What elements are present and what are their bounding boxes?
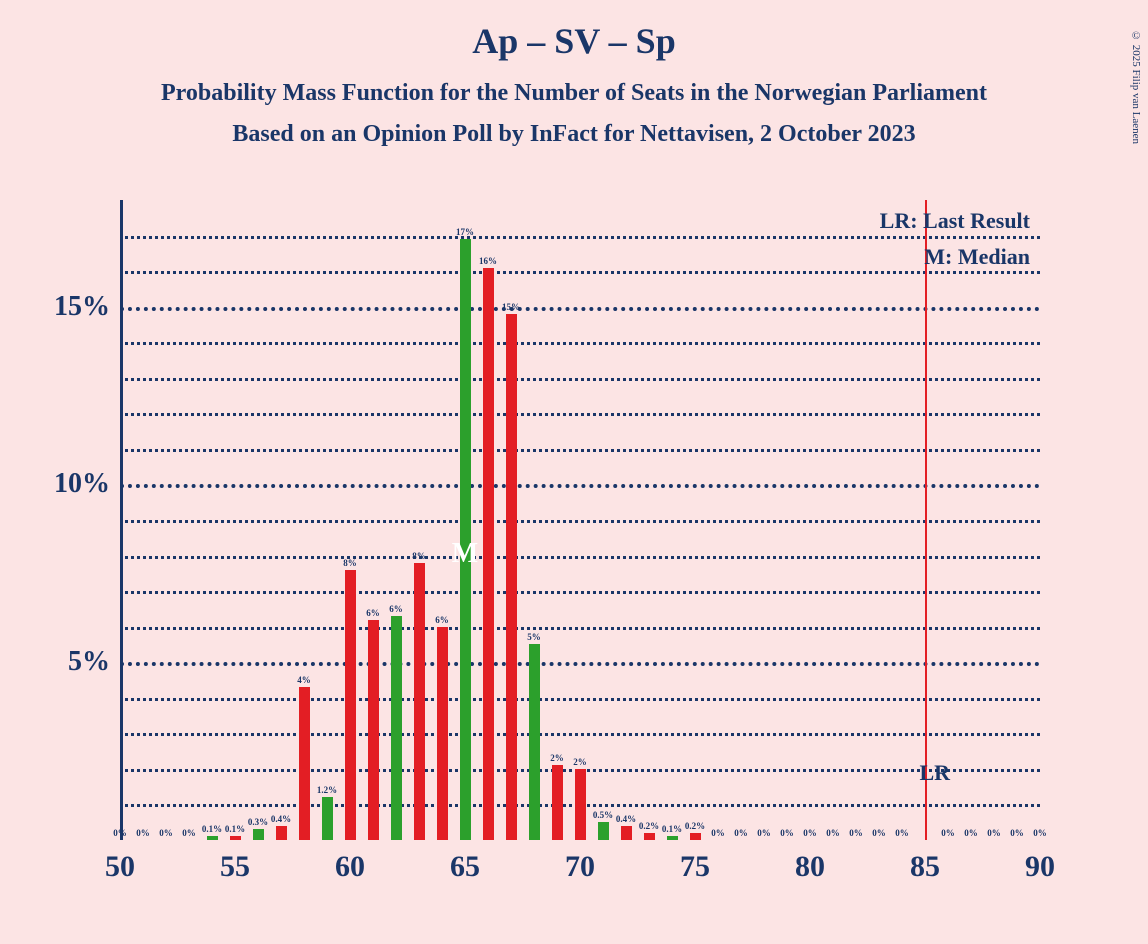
bar-value-label: 0% — [803, 828, 817, 838]
x-axis-label: 75 — [680, 850, 710, 884]
bar-value-label: 0% — [757, 828, 771, 838]
bar-value-label: 1.2% — [317, 785, 337, 795]
chart-subtitle-2: Based on an Opinion Poll by InFact for N… — [0, 121, 1148, 148]
bar-value-label: 8% — [343, 558, 357, 568]
bar-value-label: 0% — [711, 828, 725, 838]
grid-line — [120, 449, 1040, 452]
bar — [552, 765, 563, 840]
bar-value-label: 0.1% — [662, 824, 682, 834]
bar — [253, 829, 264, 840]
chart-plot-area: 0%0%0%0%0.1%0.1%0.3%0.4%4%1.2%8%6%6%8%6%… — [120, 200, 1040, 840]
grid-line — [120, 627, 1040, 630]
bar — [575, 769, 586, 840]
bar-value-label: 4% — [297, 675, 311, 685]
bar — [529, 644, 540, 840]
copyright-text: © 2025 Filip van Laenen — [1130, 30, 1142, 144]
bar-value-label: 16% — [479, 256, 497, 266]
x-axis-label: 85 — [910, 850, 940, 884]
bar-value-label: 0.4% — [616, 814, 636, 824]
bar — [667, 836, 678, 840]
legend-lr-short: LR — [919, 760, 950, 786]
bar-value-label: 0% — [159, 828, 173, 838]
grid-line — [120, 307, 1040, 311]
bar-value-label: 0% — [849, 828, 863, 838]
bar — [621, 826, 632, 840]
bar — [391, 616, 402, 840]
bar-value-label: 0% — [182, 828, 196, 838]
bar — [598, 822, 609, 840]
bar-value-label: 0.1% — [225, 824, 245, 834]
grid-line — [120, 591, 1040, 594]
x-axis-label: 70 — [565, 850, 595, 884]
bar — [644, 833, 655, 840]
legend-m: M: Median — [924, 244, 1030, 270]
bar-value-label: 6% — [366, 608, 380, 618]
bar — [230, 836, 241, 840]
bar-value-label: 2% — [573, 757, 587, 767]
bar — [345, 570, 356, 840]
last-result-line — [925, 200, 927, 840]
bar-value-label: 0% — [895, 828, 909, 838]
grid-line — [120, 342, 1040, 345]
bar-value-label: 0% — [136, 828, 150, 838]
bar-value-label: 0.1% — [202, 824, 222, 834]
y-axis-label: 15% — [54, 291, 110, 323]
bar-value-label: 0% — [113, 828, 127, 838]
bar — [414, 563, 425, 840]
grid-line — [120, 378, 1040, 381]
y-axis-label: 10% — [54, 468, 110, 500]
bar — [322, 797, 333, 840]
bar-value-label: 0.5% — [593, 810, 613, 820]
bar-value-label: 6% — [389, 604, 403, 614]
x-axis-label: 50 — [105, 850, 135, 884]
bar — [506, 314, 517, 840]
x-axis-label: 90 — [1025, 850, 1055, 884]
bar-value-label: 0% — [780, 828, 794, 838]
bar-value-label: 0% — [1010, 828, 1024, 838]
bar — [368, 620, 379, 840]
bar — [690, 833, 701, 840]
grid-line — [120, 556, 1040, 559]
bar-value-label: 6% — [435, 615, 449, 625]
grid-line — [120, 484, 1040, 488]
bar-value-label: 0% — [734, 828, 748, 838]
bar-value-label: 0% — [964, 828, 978, 838]
bar — [437, 627, 448, 840]
bar-value-label: 0% — [826, 828, 840, 838]
legend-lr: LR: Last Result — [880, 208, 1030, 234]
bar-value-label: 17% — [456, 227, 474, 237]
chart-title: Ap – SV – Sp — [0, 20, 1148, 62]
grid-line — [120, 733, 1040, 736]
grid-line — [120, 520, 1040, 523]
chart-subtitle-1: Probability Mass Function for the Number… — [0, 80, 1148, 107]
bar-value-label: 15% — [502, 302, 520, 312]
x-axis-label: 55 — [220, 850, 250, 884]
grid-line — [120, 236, 1040, 239]
bar — [207, 836, 218, 840]
bar — [483, 268, 494, 840]
bar-value-label: 0.3% — [248, 817, 268, 827]
bar — [299, 687, 310, 840]
grid-line — [120, 271, 1040, 274]
x-axis-label: 80 — [795, 850, 825, 884]
bar-value-label: 5% — [527, 632, 541, 642]
bar-value-label: 0.4% — [271, 814, 291, 824]
x-axis-label: 60 — [335, 850, 365, 884]
bar-value-label: 0% — [987, 828, 1001, 838]
median-marker: M — [452, 538, 478, 570]
bar-value-label: 0% — [941, 828, 955, 838]
bar-value-label: 0% — [872, 828, 886, 838]
bar — [276, 826, 287, 840]
grid-line — [120, 662, 1040, 666]
grid-line — [120, 698, 1040, 701]
bar-value-label: 0.2% — [639, 821, 659, 831]
bar-value-label: 2% — [550, 753, 564, 763]
bar-value-label: 0% — [1033, 828, 1047, 838]
bar-value-label: 8% — [412, 551, 426, 561]
x-axis-label: 65 — [450, 850, 480, 884]
grid-line — [120, 413, 1040, 416]
y-axis-label: 5% — [68, 646, 110, 678]
bar-value-label: 0.2% — [685, 821, 705, 831]
